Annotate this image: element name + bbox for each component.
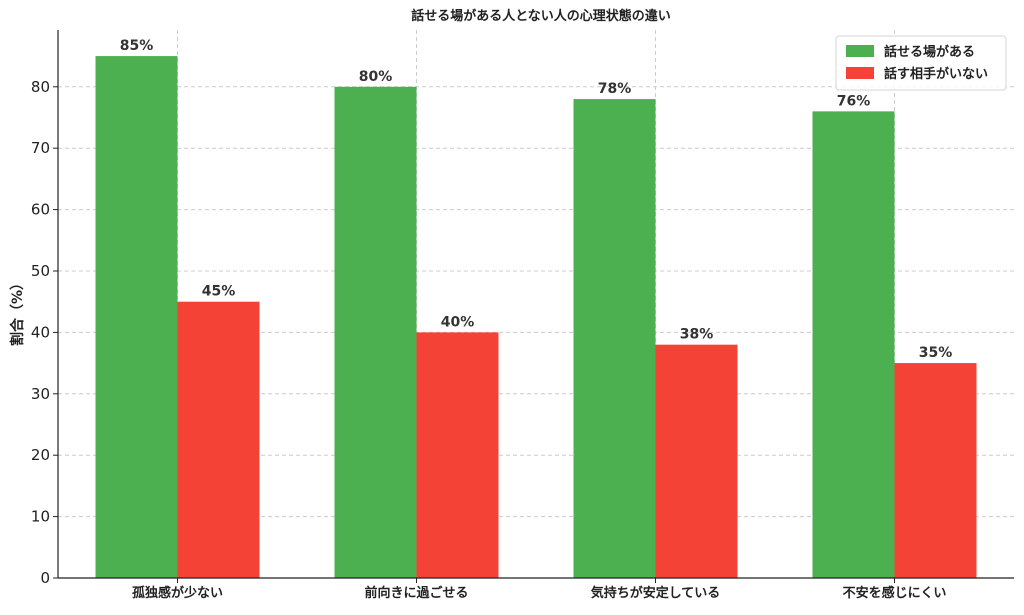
bar-without-partner <box>177 301 260 578</box>
legend-swatch <box>846 67 874 79</box>
bar-with-place <box>812 111 895 578</box>
legend-swatch <box>846 45 874 57</box>
bar-value-label: 78% <box>598 81 632 97</box>
bar-with-place <box>573 99 656 579</box>
x-tick-label: 不安を感じにくい <box>843 585 947 601</box>
bar-without-partner <box>655 344 738 578</box>
y-tick-label: 30 <box>31 385 50 403</box>
chart-title: 話せる場がある人とない人の心理状態の違い <box>411 8 671 24</box>
y-tick-label: 80 <box>31 78 50 96</box>
bar-with-place <box>334 86 417 578</box>
y-tick-label: 0 <box>40 569 50 587</box>
legend-label: 話す相手がいない <box>884 66 988 82</box>
y-tick-label: 40 <box>31 323 50 341</box>
legend-label: 話せる場がある <box>884 44 975 60</box>
label-layer: 85% 80% 78% 76% 45% 40% 38% 35% <box>120 38 953 361</box>
bar-without-partner <box>416 332 499 578</box>
x-tick-label: 孤独感が少ない <box>132 585 223 601</box>
x-tick-label: 前向きに過ごせる <box>364 585 468 601</box>
bar-with-place <box>95 56 178 579</box>
y-axis-label: 割合（%） <box>9 276 26 346</box>
bar-value-label: 76% <box>837 93 871 109</box>
bar-value-label: 45% <box>202 284 236 300</box>
legend-box <box>835 35 1007 91</box>
y-tick-label: 60 <box>31 201 50 219</box>
bar-value-label: 35% <box>919 345 953 361</box>
bar-layer <box>95 56 977 579</box>
axis-layer: 0 10 20 30 40 50 60 70 80 孤独感が少ない 前向きに過ごせる 気持ちが安定して… <box>31 30 1014 601</box>
bar-value-label: 85% <box>120 38 154 54</box>
y-tick-label: 10 <box>31 508 50 526</box>
y-tick-label: 50 <box>31 262 50 280</box>
y-tick-label: 70 <box>31 139 50 157</box>
bar-value-label: 38% <box>680 327 714 343</box>
bar-value-label: 40% <box>441 314 475 330</box>
y-tick-label: 20 <box>31 446 50 464</box>
x-tick-label: 気持ちが安定している <box>591 585 721 601</box>
bar-without-partner <box>894 363 977 578</box>
bar-value-label: 80% <box>359 69 393 85</box>
